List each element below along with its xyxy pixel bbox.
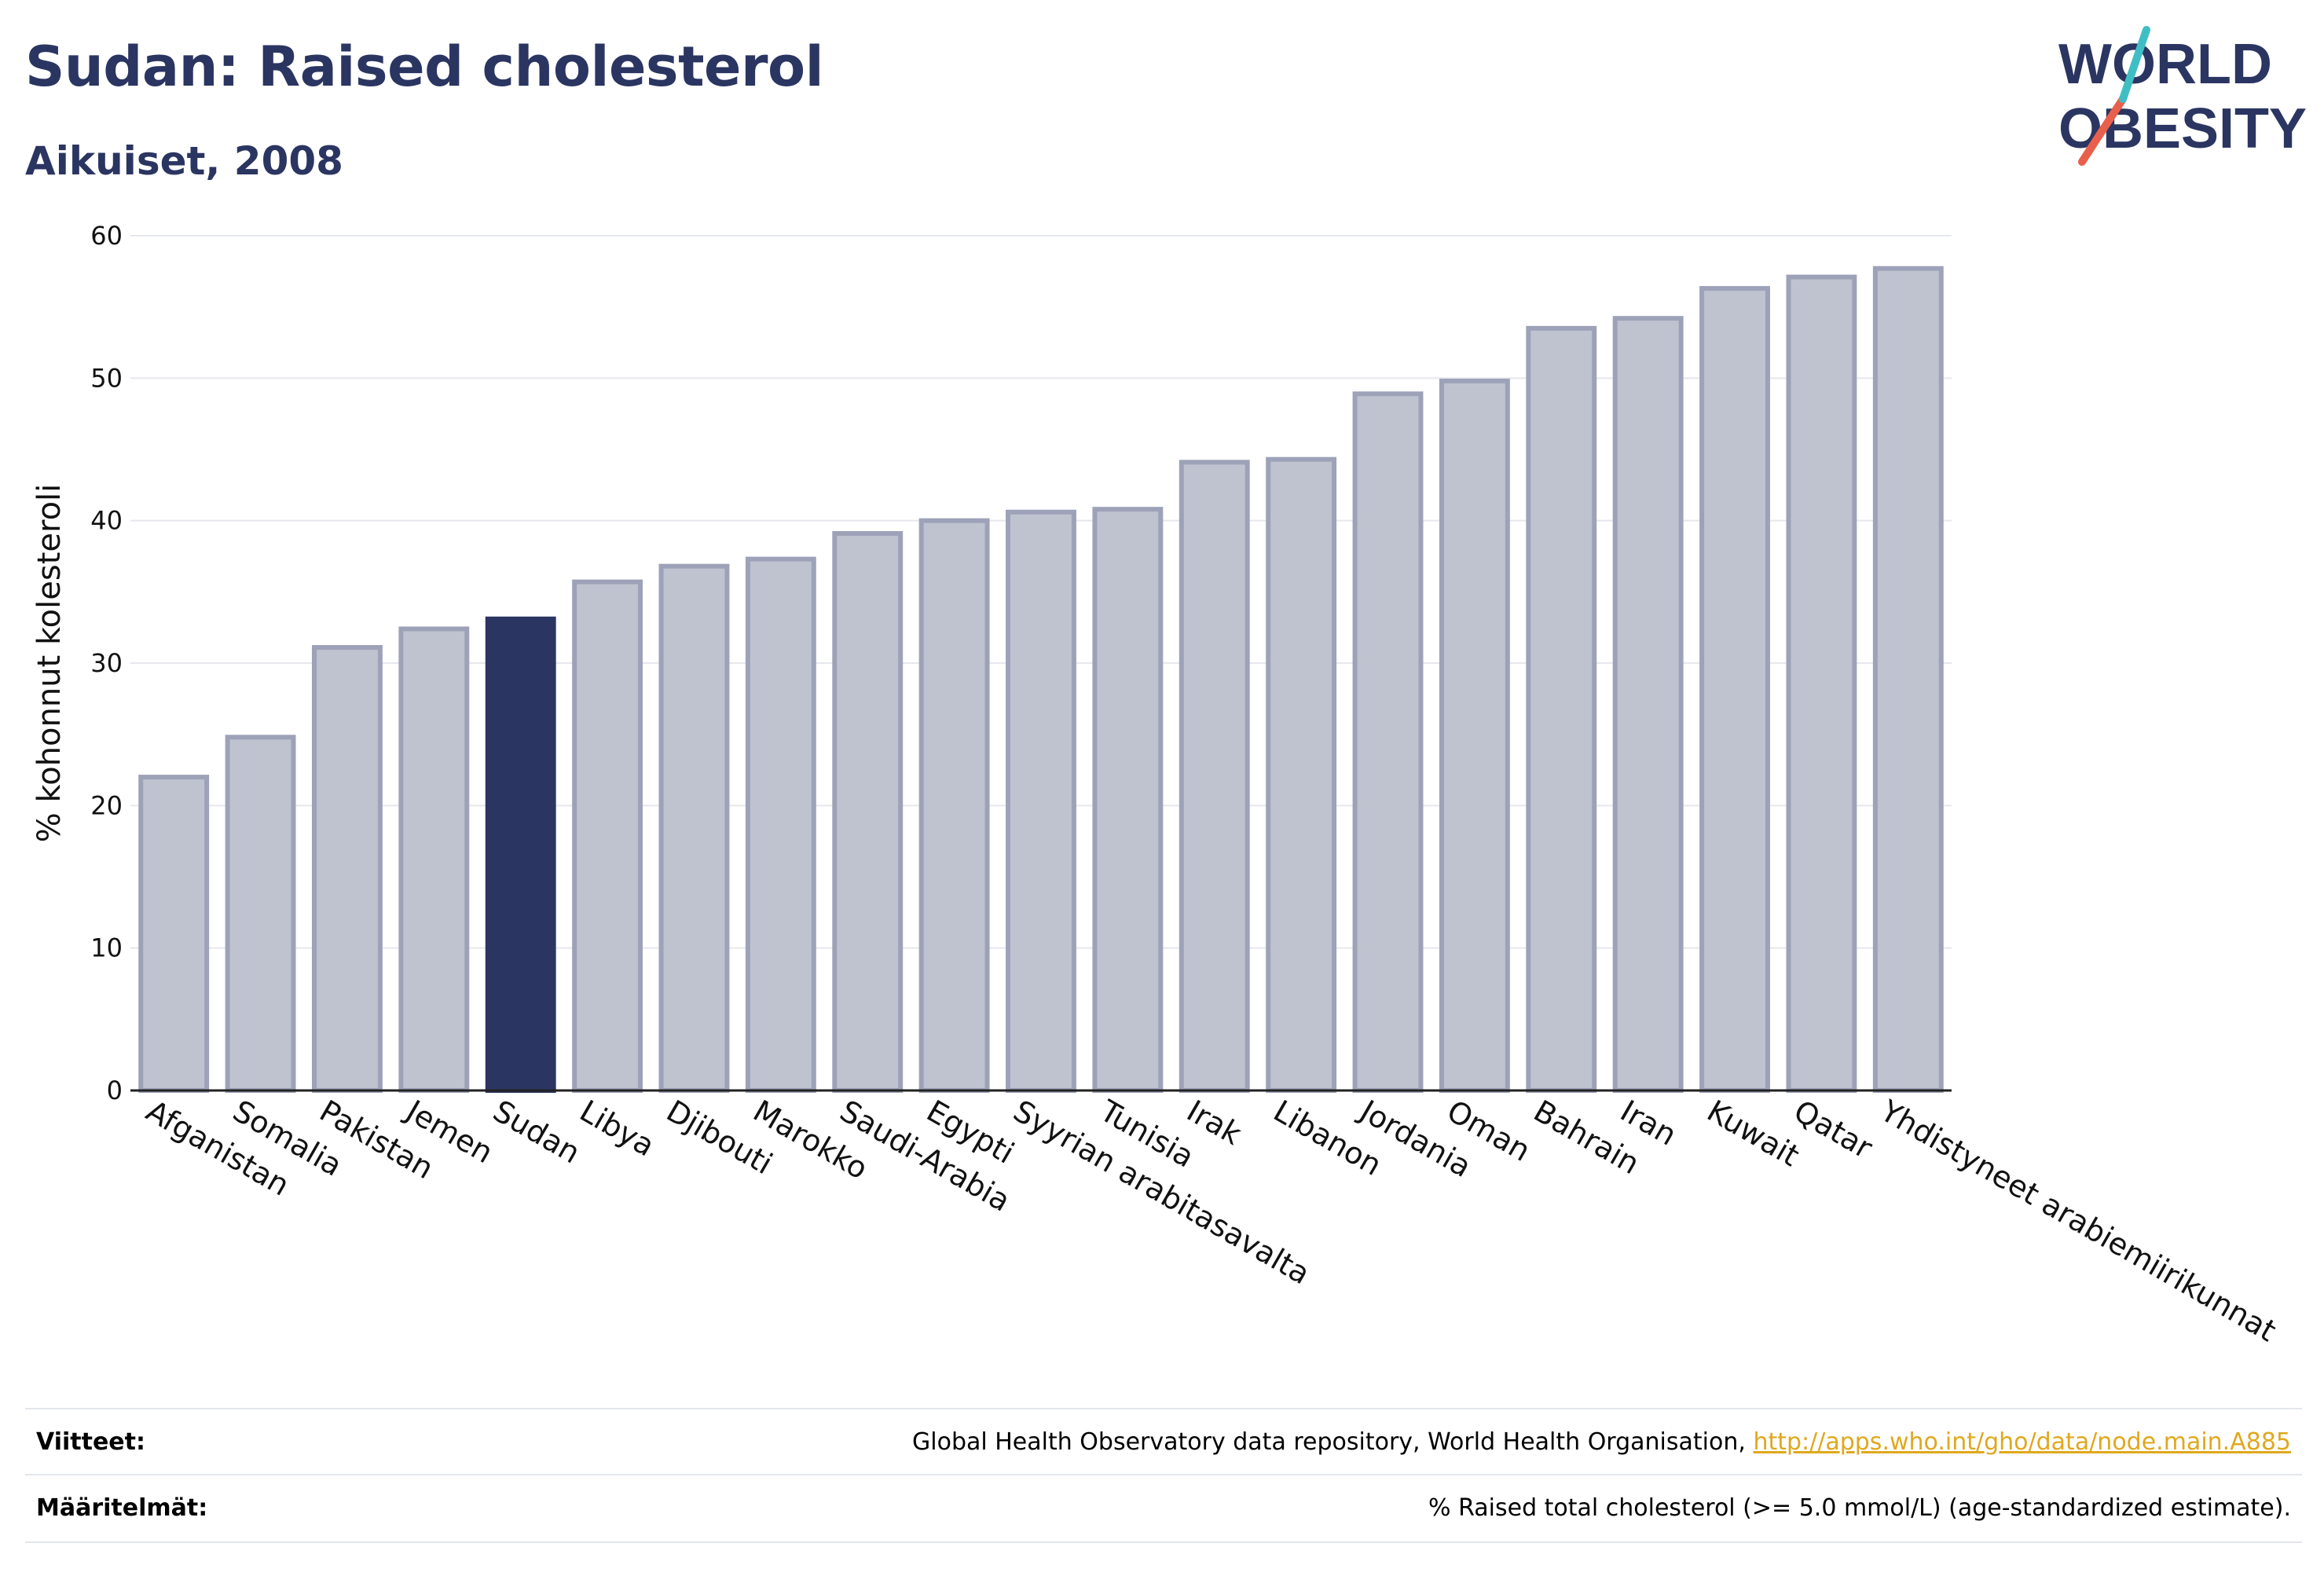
- y-tick-label: 10: [90, 933, 123, 963]
- sources-value: Global Health Observatory data repositor…: [912, 1428, 2302, 1456]
- bar-syyrian-arabitasavalta: [1006, 509, 1076, 1093]
- y-tick-label: 0: [107, 1076, 123, 1105]
- bar-yhdistyneet-arabiemiirikunnat: [1872, 266, 1944, 1093]
- world-obesity-logo: WORLD OBESITY: [2058, 26, 2307, 166]
- bar-libanon: [1266, 456, 1337, 1093]
- bar-jemen: [398, 626, 470, 1093]
- bar-saudi-arabia: [832, 530, 904, 1093]
- chart-title: Sudan: Raised cholesterol: [25, 35, 824, 99]
- bar-libya: [572, 579, 643, 1093]
- chart-subtitle: Aikuiset, 2008: [25, 138, 343, 184]
- sources-link[interactable]: http://apps.who.int/gho/data/node.main.A…: [1753, 1428, 2291, 1456]
- bars: [138, 266, 1944, 1094]
- y-axis-label: % kohonnut kolesteroli: [31, 484, 68, 843]
- bar-afganistan: [138, 775, 210, 1093]
- x-axis-labels: AfganistanSomaliaPakistanJemenSudanLibya…: [141, 1093, 2282, 1349]
- bar-irak: [1178, 460, 1250, 1093]
- x-tick-label: Sudan: [487, 1094, 586, 1171]
- bar-oman: [1439, 378, 1510, 1093]
- bar-djibouti: [658, 563, 730, 1093]
- bar-chart: 0 10 20 30 40 50 60 AfganistanSomaliaPakistanJ…: [31, 221, 2282, 1349]
- sources-row: Viitteet: Global Health Observatory data…: [25, 1408, 2302, 1474]
- bar-pakistan: [312, 645, 383, 1093]
- sources-label: Viitteet:: [36, 1428, 145, 1456]
- definitions-label: Määritelmät:: [36, 1494, 208, 1522]
- sources-text: Global Health Observatory data repositor…: [912, 1428, 1754, 1456]
- bar-sudan: [485, 616, 556, 1093]
- x-tick-label: Yhdistyneet arabiemiirikunnat: [1874, 1093, 2282, 1348]
- bar-kuwait: [1699, 286, 1770, 1093]
- x-tick-label: Kuwait: [1702, 1094, 1805, 1174]
- bar-qatar: [1786, 274, 1857, 1093]
- bar-jordania: [1352, 391, 1424, 1093]
- y-tick-label: 30: [90, 648, 123, 678]
- bar-bahrain: [1526, 325, 1597, 1094]
- bar-egypti: [918, 518, 990, 1093]
- x-tick-label: Qatar: [1788, 1094, 1879, 1166]
- bar-tunisia: [1092, 507, 1164, 1093]
- bar-somalia: [225, 735, 296, 1093]
- definitions-text: % Raised total cholesterol (>= 5.0 mmol/…: [1428, 1494, 2291, 1522]
- bar-iran: [1612, 316, 1684, 1093]
- svg-text:WORLD: WORLD: [2058, 33, 2272, 96]
- y-tick-label: 50: [90, 363, 123, 393]
- y-axis-ticks: 0 10 20 30 40 50 60: [90, 221, 123, 1105]
- definitions-row: Määritelmät: % Raised total cholesterol …: [25, 1474, 2302, 1540]
- x-tick-label: Libya: [574, 1094, 661, 1164]
- y-tick-label: 40: [90, 506, 123, 536]
- y-tick-label: 60: [90, 221, 123, 251]
- footer-bottom-border: [25, 1541, 2302, 1543]
- bar-marokko: [745, 556, 816, 1093]
- y-tick-label: 20: [90, 790, 123, 820]
